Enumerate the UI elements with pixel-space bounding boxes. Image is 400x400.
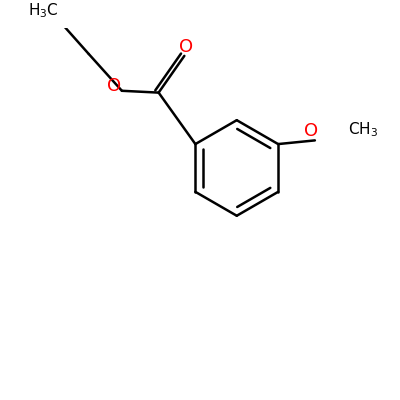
Text: O: O xyxy=(304,122,318,140)
Text: CH$_3$: CH$_3$ xyxy=(348,120,378,139)
Text: O: O xyxy=(107,77,121,95)
Text: H$_3$C: H$_3$C xyxy=(28,1,58,20)
Text: O: O xyxy=(179,38,193,56)
